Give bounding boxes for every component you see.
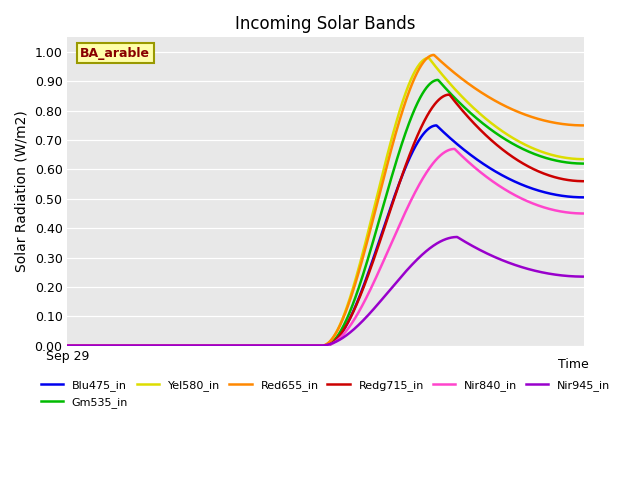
- Text: Time: Time: [558, 358, 589, 371]
- Legend: Blu475_in, Gm535_in, Yel580_in, Red655_in, Redg715_in, Nir840_in, Nir945_in: Blu475_in, Gm535_in, Yel580_in, Red655_i…: [36, 376, 615, 412]
- Y-axis label: Solar Radiation (W/m2): Solar Radiation (W/m2): [15, 110, 29, 272]
- Title: Incoming Solar Bands: Incoming Solar Bands: [236, 15, 416, 33]
- Text: BA_arable: BA_arable: [81, 47, 150, 60]
